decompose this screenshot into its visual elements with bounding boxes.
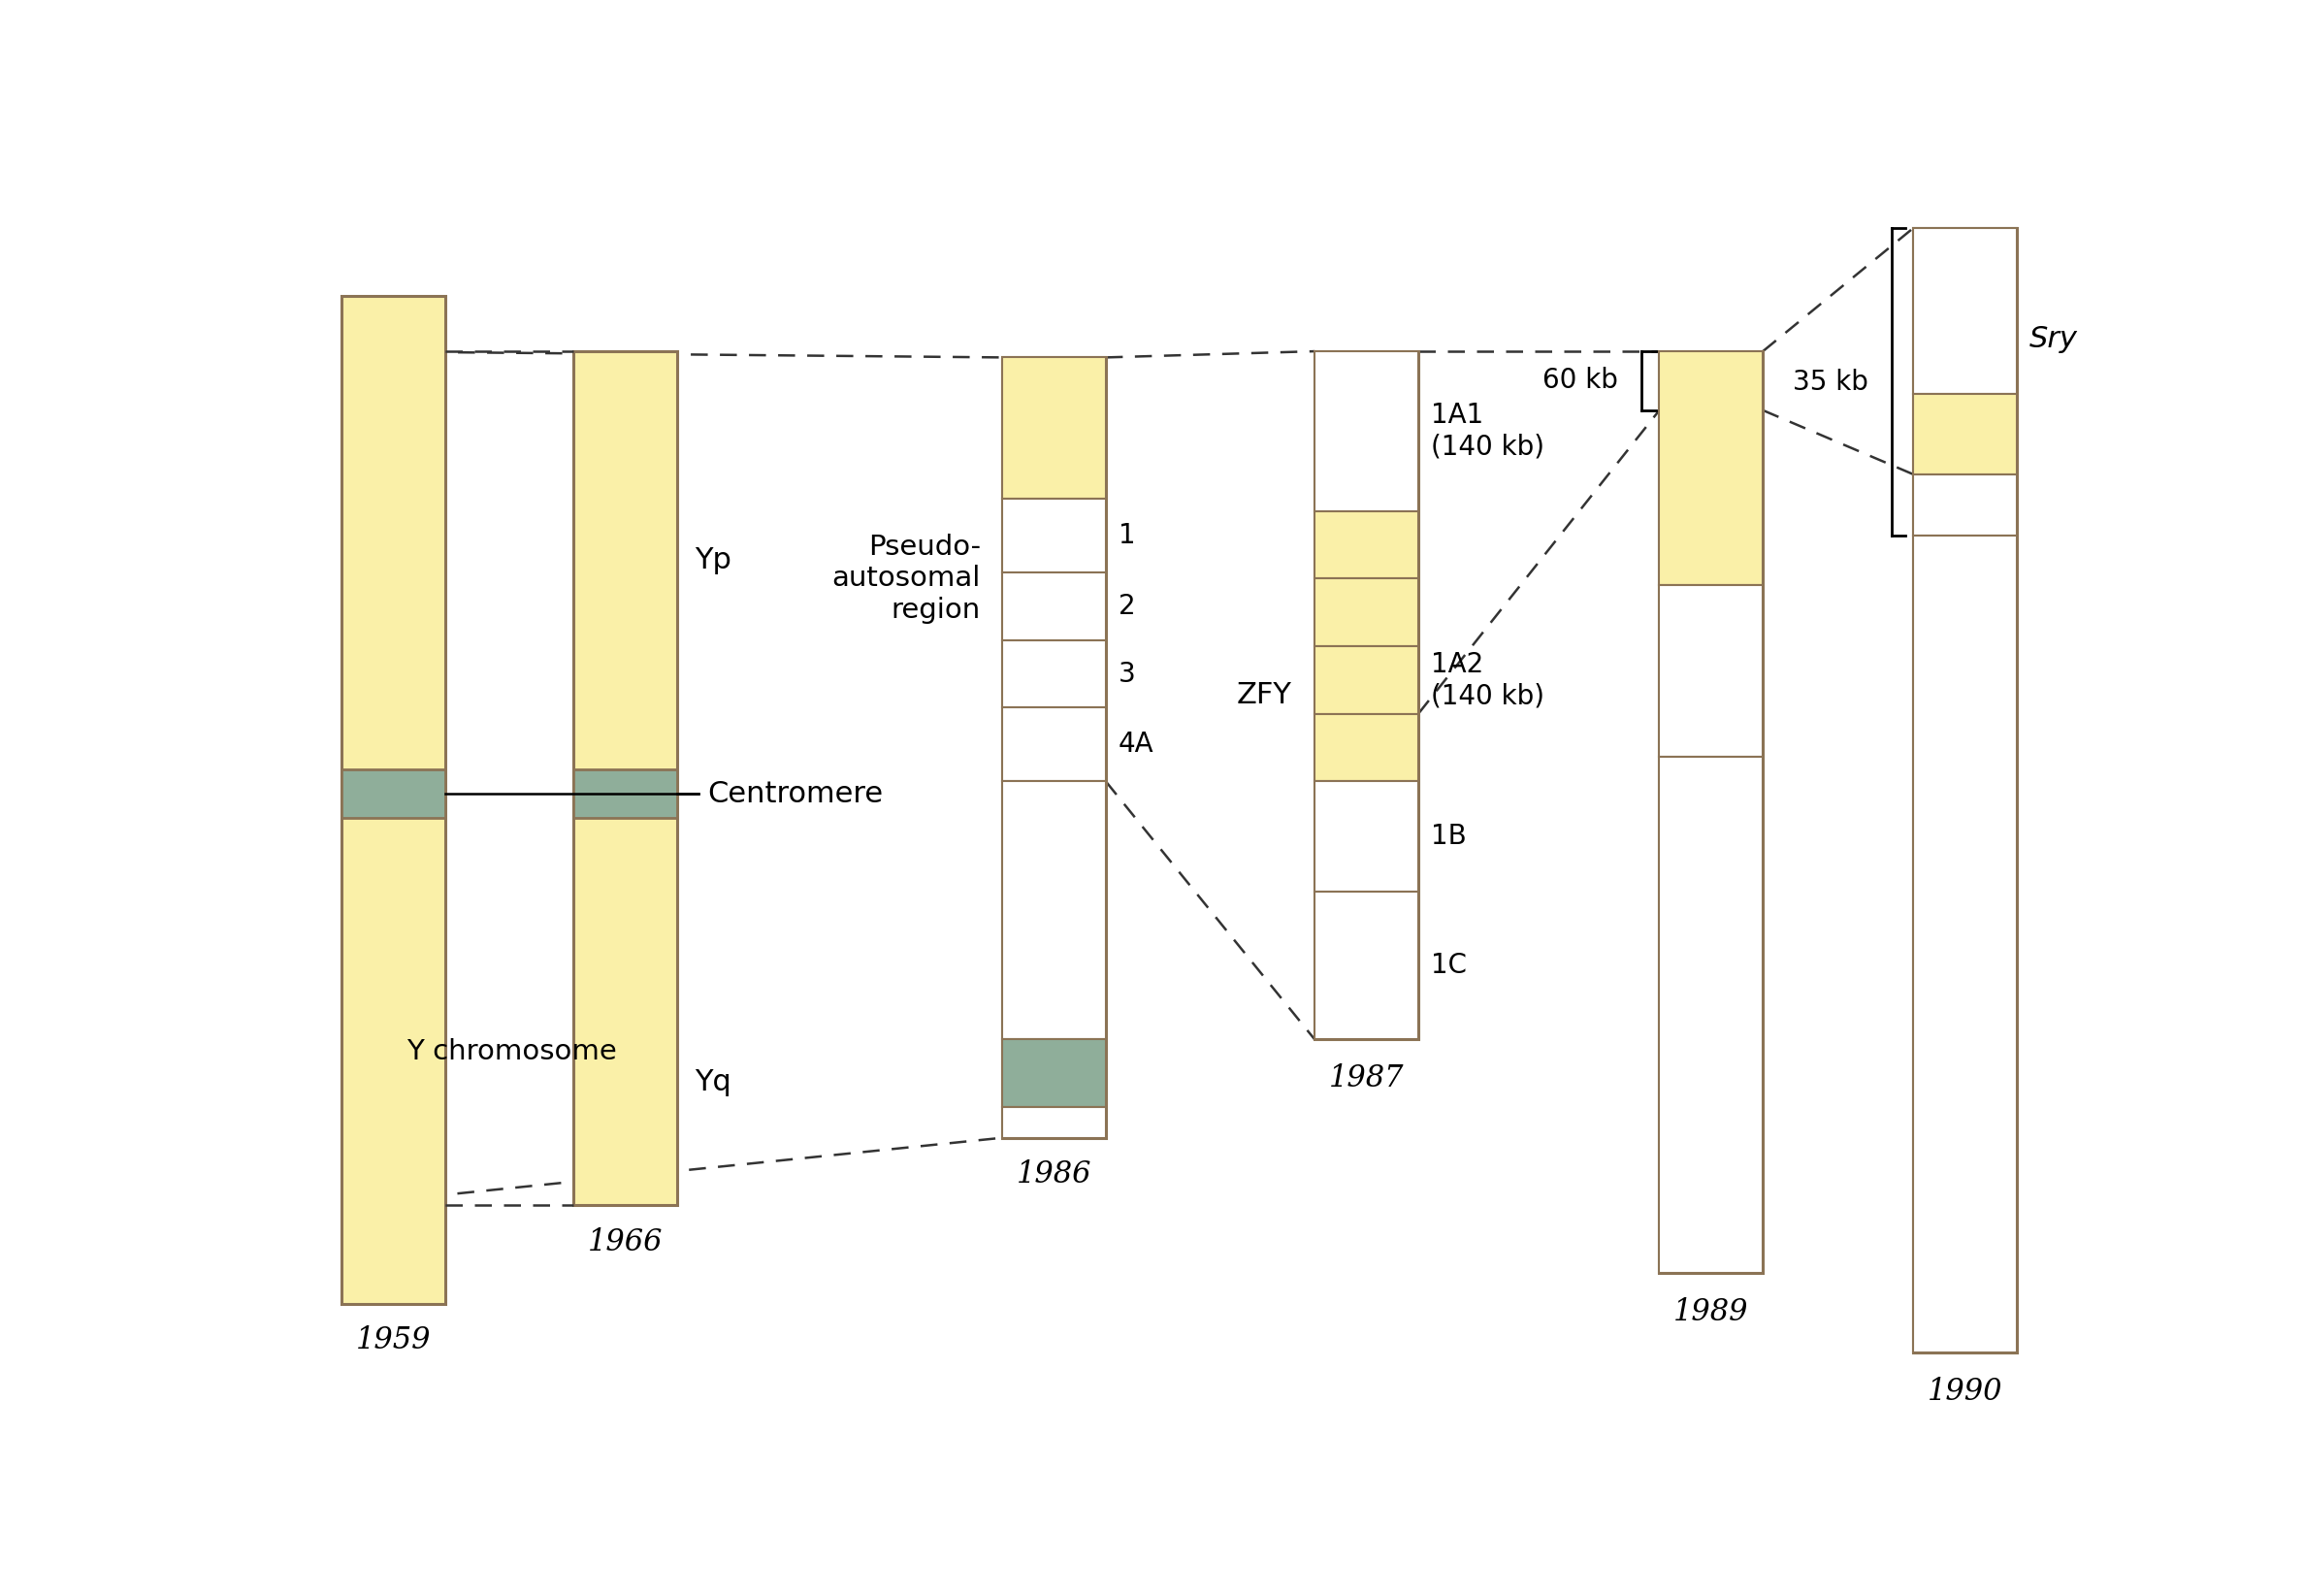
- Text: Y chromosome: Y chromosome: [406, 1037, 617, 1066]
- Text: 1986: 1986: [1016, 1160, 1092, 1189]
- Bar: [1912, 536, 2016, 1353]
- Bar: [1912, 474, 2016, 536]
- Bar: [1316, 351, 1419, 1039]
- Text: 60 kb: 60 kb: [1544, 367, 1617, 394]
- Text: 1A2
(140 kb): 1A2 (140 kb): [1431, 651, 1544, 709]
- Text: 1987: 1987: [1329, 1065, 1403, 1093]
- Text: 1: 1: [1117, 522, 1136, 549]
- Bar: [1912, 228, 2016, 1353]
- Bar: [1002, 782, 1106, 1039]
- Bar: [1002, 358, 1106, 498]
- Text: 35 kb: 35 kb: [1793, 369, 1869, 396]
- Text: 1966: 1966: [588, 1227, 664, 1258]
- Bar: [574, 769, 677, 819]
- Bar: [1316, 892, 1419, 1039]
- Bar: [1002, 640, 1106, 707]
- Bar: [1316, 511, 1419, 579]
- Text: 2: 2: [1117, 592, 1136, 619]
- Bar: [1002, 358, 1106, 1138]
- Text: Yp: Yp: [696, 546, 733, 575]
- Bar: [1002, 500, 1106, 573]
- Bar: [1912, 228, 2016, 394]
- Text: ZFY: ZFY: [1237, 681, 1293, 710]
- Text: Sry: Sry: [2030, 326, 2078, 353]
- Bar: [1316, 782, 1419, 892]
- Text: 1C: 1C: [1431, 953, 1468, 980]
- Text: 1959: 1959: [355, 1326, 431, 1355]
- Text: 1990: 1990: [1926, 1377, 2002, 1408]
- Text: 1A1
(140 kb): 1A1 (140 kb): [1431, 402, 1544, 461]
- Bar: [1002, 573, 1106, 640]
- Bar: [1002, 1108, 1106, 1138]
- Bar: [1659, 351, 1763, 1274]
- Bar: [1659, 351, 1763, 584]
- Text: 1B: 1B: [1431, 824, 1465, 851]
- Text: Pseudo-
autosomal
region: Pseudo- autosomal region: [832, 533, 982, 624]
- Text: 3: 3: [1117, 661, 1136, 688]
- Bar: [1002, 707, 1106, 782]
- Bar: [1316, 579, 1419, 646]
- Text: 1989: 1989: [1673, 1298, 1749, 1328]
- Bar: [341, 295, 445, 1304]
- Bar: [1002, 1039, 1106, 1108]
- Bar: [1316, 646, 1419, 713]
- Bar: [574, 351, 677, 1205]
- Text: Centromere: Centromere: [707, 779, 882, 808]
- Bar: [341, 769, 445, 819]
- Bar: [1912, 394, 2016, 474]
- Text: Yq: Yq: [696, 1068, 733, 1096]
- Bar: [1659, 584, 1763, 757]
- Bar: [1316, 713, 1419, 782]
- Text: 4A: 4A: [1117, 731, 1154, 758]
- Bar: [1659, 757, 1763, 1274]
- Bar: [1316, 351, 1419, 511]
